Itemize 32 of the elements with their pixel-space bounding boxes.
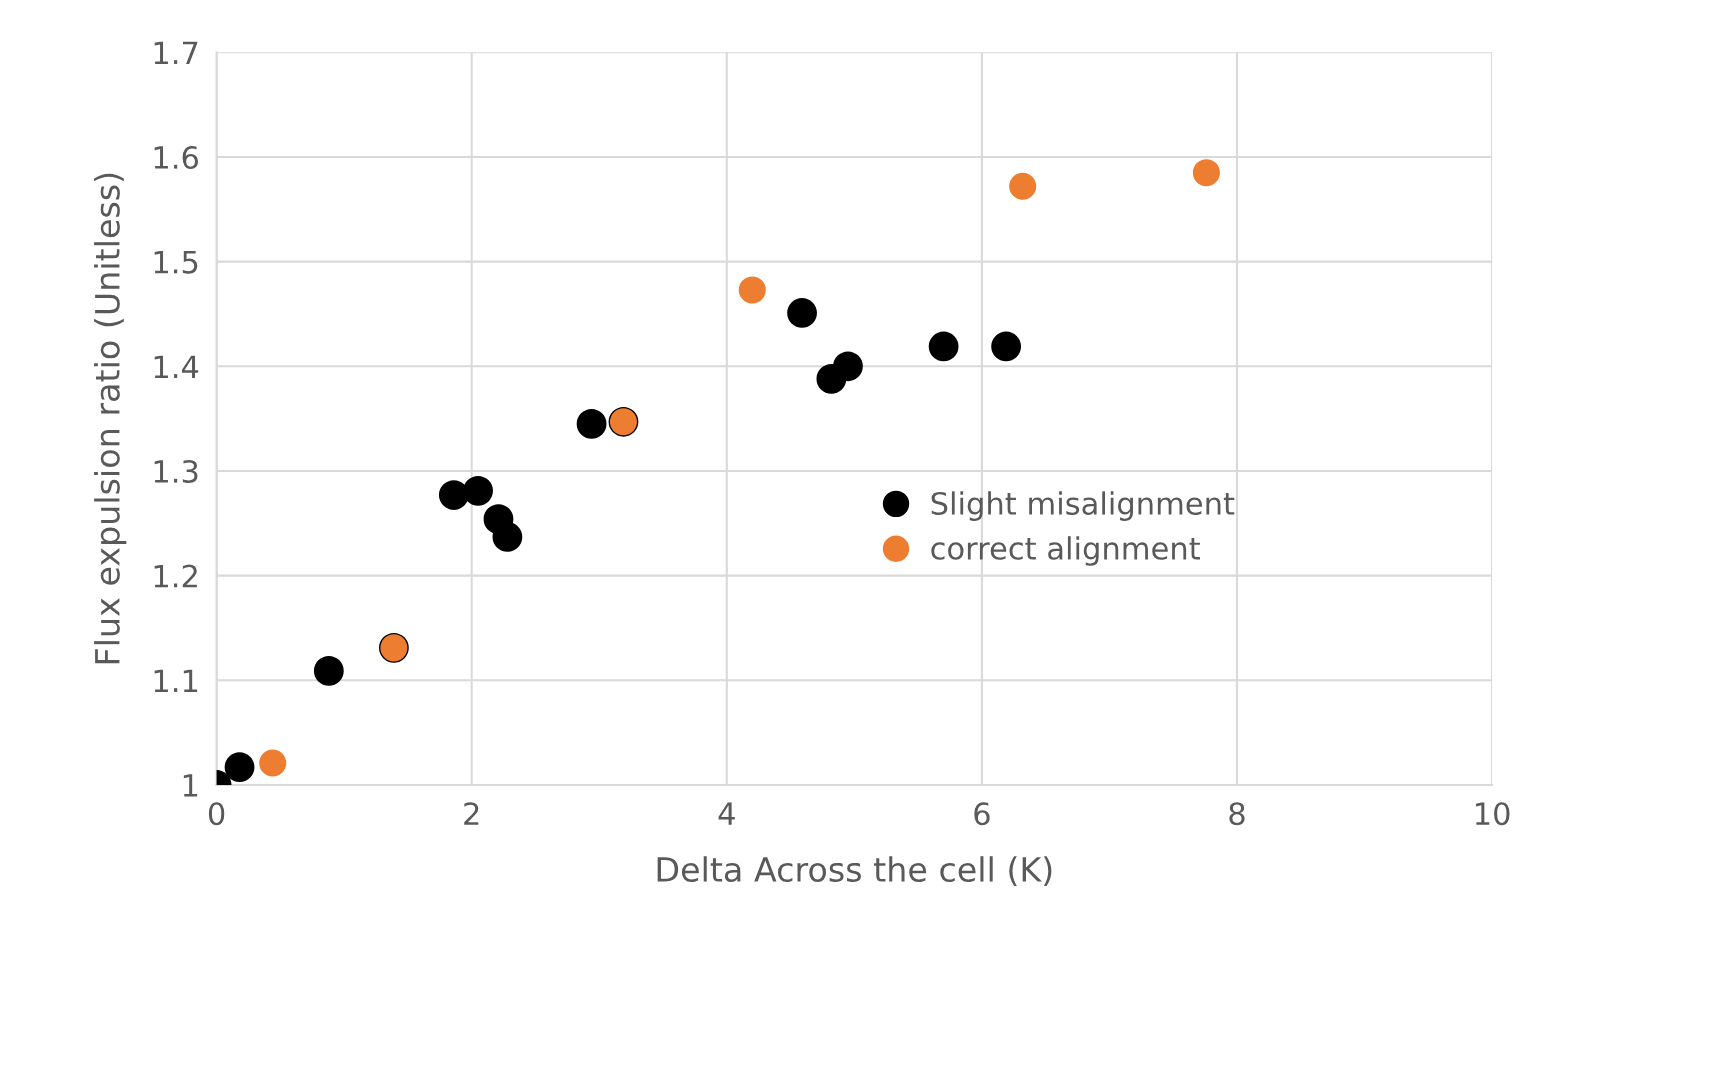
y-tick-label: 1.6 — [154, 145, 198, 170]
x-tick-label: 10 — [1476, 802, 1510, 826]
legend-label: correct alignment — [931, 536, 1200, 566]
point — [1009, 172, 1037, 200]
y-tick-label: 1.5 — [154, 250, 198, 274]
x-axis-title: Delta Across the cell (K) — [657, 856, 1052, 886]
point — [928, 331, 959, 362]
x-tick-label: 2 — [464, 802, 479, 825]
y-tick-label: 1.3 — [154, 459, 198, 484]
x-tick-label: 4 — [718, 802, 735, 825]
point — [991, 331, 1022, 362]
y-tick-label: 1.4 — [154, 355, 199, 378]
y-tick-label: 1.7 — [154, 41, 198, 64]
x-tick-label: 8 — [1229, 802, 1245, 826]
point — [438, 480, 469, 510]
y-tick-label: 1 — [183, 774, 198, 797]
point — [463, 475, 493, 506]
point — [259, 749, 287, 777]
point — [492, 522, 523, 552]
x-tick-label: 6 — [974, 802, 990, 826]
point — [224, 752, 255, 783]
y-axis-title: Flux expulsion ratio (Unitless) — [94, 173, 127, 664]
point — [738, 276, 766, 304]
point — [313, 656, 344, 686]
legend-label: Slight misalignment — [931, 491, 1235, 521]
y-tick-label: 1.2 — [154, 564, 197, 588]
x-tick-label: 0 — [208, 802, 225, 826]
y-tick-label: 1.1 — [154, 669, 198, 692]
point — [833, 351, 863, 382]
point — [1192, 159, 1220, 187]
point — [787, 298, 817, 328]
point — [576, 408, 607, 439]
